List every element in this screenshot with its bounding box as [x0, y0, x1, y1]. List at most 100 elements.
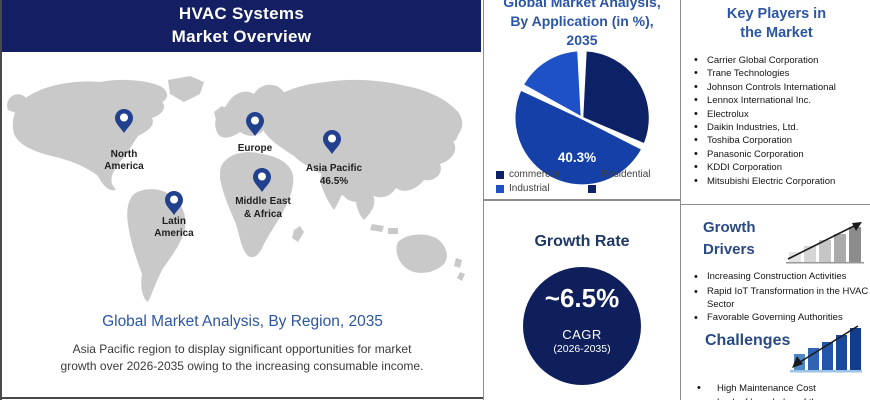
bullet-icon	[694, 94, 707, 107]
legend-swatch-residential	[588, 170, 596, 179]
growth-driver-text: Favorable Governing Authorities	[707, 312, 843, 324]
key-player-name: Trane Technologies	[707, 68, 790, 80]
map-pin-asia-pacific	[323, 130, 341, 154]
key-player-item: Johnson Controls International	[694, 81, 870, 94]
bullet-icon	[694, 134, 707, 147]
key-players-list: Carrier Global Corporation Trane Technol…	[681, 54, 870, 188]
banner-title-line1: HVAC Systems	[178, 4, 305, 23]
growth-rate-panel: Growth Rate ~6.5% CAGR (2026-2035)	[483, 200, 681, 400]
growth-driver-item: Increasing Construction Activities	[694, 271, 870, 285]
key-player-name: KDDI Corporation	[707, 162, 782, 174]
pie-slice-industrial	[521, 48, 584, 120]
drivers-challenges-panel: Growth Drivers Increasing Construction A…	[681, 217, 870, 400]
bullet-icon	[694, 108, 707, 121]
map-label-north-america-line2: America	[104, 161, 144, 172]
bullet-icon	[697, 396, 717, 400]
legend-item-industrial: Industrial	[496, 183, 588, 194]
bullet-icon	[694, 81, 707, 94]
declining-arrow-bar-chart-icon	[790, 325, 862, 373]
bullet-icon	[694, 175, 707, 188]
world-map: North America Europe Asia Pacific 46.5% …	[7, 76, 465, 302]
cagr-label: CAGR	[562, 327, 602, 342]
legend-swatch-commercial	[496, 170, 504, 179]
map-label-asia-pacific-share: 46.5%	[320, 176, 348, 187]
key-player-name: Daikin Industries, Ltd.	[707, 122, 799, 134]
growth-drivers-header: Growth Drivers	[681, 217, 870, 265]
pie-title-line1: Global Market Analysis,	[503, 0, 661, 10]
key-player-name: Toshiba Corporation	[707, 135, 793, 147]
bullet-icon	[694, 161, 707, 174]
key-player-item: Panasonic Corporation	[694, 148, 870, 161]
rising-bar-chart-icon	[786, 222, 864, 264]
key-player-item: Electrolux	[694, 108, 870, 121]
map-label-middle-east-line1: Middle East	[235, 196, 291, 207]
growth-rate-title: Growth Rate	[534, 233, 630, 250]
key-player-item: Daikin Industries, Ltd.	[694, 121, 870, 134]
application-pie-chart: 40.3%	[513, 48, 652, 187]
map-label-middle-east-line2: & Africa	[244, 209, 282, 220]
pie-legend: commercial Residential Industrial	[496, 169, 674, 194]
map-label-europe: Europe	[238, 143, 273, 154]
key-player-item: Trane Technologies	[694, 67, 870, 80]
growth-rate-circle: ~6.5% CAGR (2026-2035)	[523, 267, 641, 385]
key-players-title-line1: Key Players in	[726, 6, 827, 22]
pie-slice-residential	[513, 88, 644, 187]
key-player-item: Toshiba Corporation	[694, 134, 870, 147]
key-player-name: Carrier Global Corporation	[707, 55, 819, 66]
key-player-name: Panasonic Corporation	[707, 148, 804, 160]
challenge-text: High Maintenance Cost	[717, 383, 816, 395]
growth-driver-item: Favorable Governing Authorities	[694, 312, 870, 326]
growth-driver-item: Rapid IoT Transformation in the HVAC Sec…	[694, 286, 870, 312]
challenges-list: High Maintenance Cost Lack of knowledge …	[681, 382, 870, 400]
map-label-north-america-line1: North	[111, 149, 138, 160]
key-player-name: Electrolux	[707, 108, 749, 120]
key-players-panel: Key Players in the Market Carrier Global…	[681, 5, 870, 205]
bullet-icon	[694, 67, 707, 80]
legend-swatch-industrial	[496, 184, 504, 193]
map-pin-latin-america	[165, 191, 183, 215]
bullet-icon	[697, 382, 717, 395]
bullet-icon	[694, 271, 707, 285]
map-pin-north-america	[115, 109, 133, 133]
challenge-item: High Maintenance Cost	[697, 382, 870, 395]
map-continents	[7, 76, 465, 302]
pie-slice-commercial	[580, 48, 652, 146]
growth-drivers-title-line1: Growth	[703, 219, 756, 236]
region-analysis-title: Global Market Analysis, By Region, 2035	[102, 313, 383, 330]
bullet-icon	[694, 148, 707, 161]
left-panel-bottom-border	[2, 397, 483, 399]
legend-swatch-unlabeled	[588, 184, 596, 193]
key-player-name: Mitsubishi Electric Corporation	[707, 175, 836, 187]
key-player-name: Johnson Controls International	[707, 81, 836, 93]
legend-item-residential: Residential	[588, 169, 674, 180]
application-analysis-panel: Global Market Analysis, By Application (…	[483, 0, 681, 200]
right-column: Key Players in the Market Carrier Global…	[680, 0, 870, 400]
bullet-icon	[694, 121, 707, 134]
key-player-name: Lennox International Inc.	[707, 95, 812, 107]
pie-title-line3: 2035	[566, 32, 598, 48]
map-pin-middle-east-africa	[253, 168, 271, 192]
pie-title-line2: By Application (in %),	[510, 13, 654, 29]
map-label-latin-america-line2: America	[154, 228, 194, 239]
key-player-item: KDDI Corporation	[694, 161, 870, 174]
challenges-header: Challenges	[681, 325, 870, 373]
region-analysis-description: Asia Pacific region to display significa…	[60, 342, 424, 373]
growth-driver-text: Rapid IoT Transformation in the HVAC Sec…	[707, 285, 869, 310]
legend-label-commercial: commercial	[509, 169, 561, 180]
key-player-item: Lennox International Inc.	[694, 94, 870, 107]
legend-item-unlabeled	[588, 183, 674, 194]
map-label-asia-pacific: Asia Pacific	[306, 163, 363, 174]
key-player-item: Carrier Global Corporation	[694, 54, 870, 67]
cagr-period: (2026-2035)	[553, 343, 611, 355]
key-player-item: Mitsubishi Electric Corporation	[694, 175, 870, 188]
title-banner: HVAC Systems Market Overview	[2, 0, 481, 52]
growth-drivers-title-line2: Drivers	[703, 241, 755, 258]
challenge-item: Lack of knowledge of the advantages of H…	[697, 396, 870, 400]
challenge-text: Lack of knowledge of the advantages of H…	[717, 396, 870, 400]
legend-item-commercial: commercial	[496, 169, 588, 180]
growth-driver-text: Increasing Construction Activities	[707, 271, 847, 282]
cagr-value: ~6.5%	[544, 283, 620, 313]
growth-drivers-list: Increasing Construction Activities Rapid…	[681, 271, 870, 326]
pie-data-label: 40.3%	[558, 150, 596, 165]
